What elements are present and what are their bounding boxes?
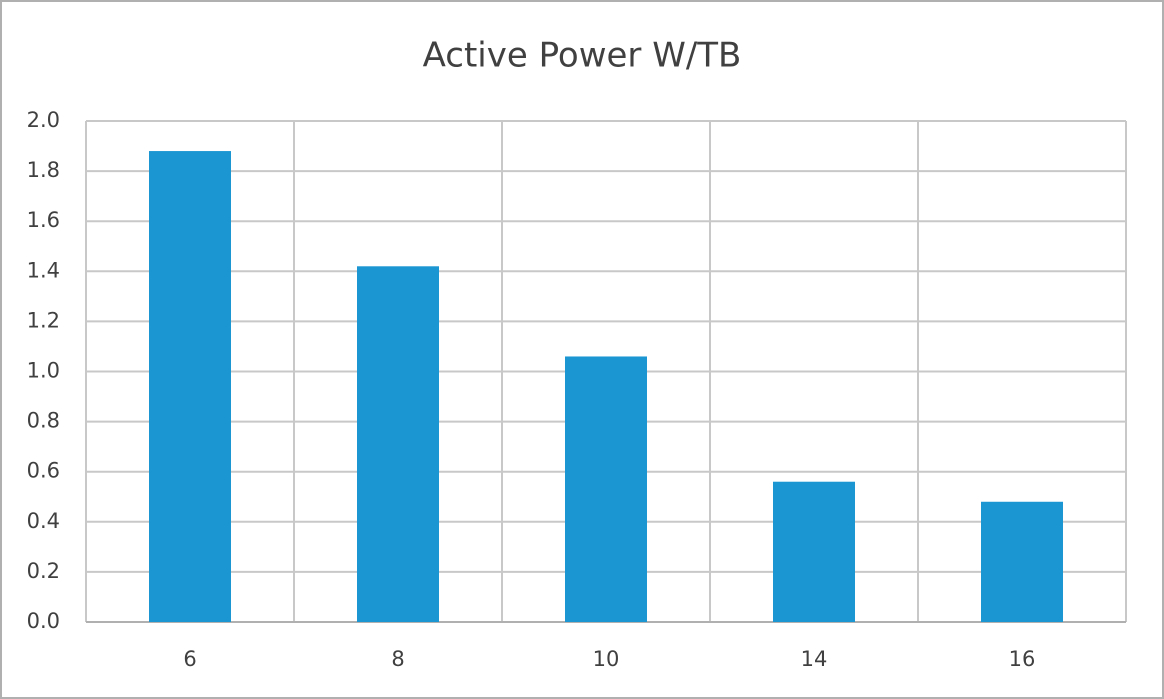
y-tick-label: 0.2 <box>27 559 60 583</box>
y-tick-label: 1.6 <box>27 208 60 232</box>
bar <box>149 151 231 622</box>
x-tick-label: 14 <box>801 647 828 671</box>
y-tick-label: 0.8 <box>27 409 60 433</box>
y-tick-label: 1.0 <box>27 359 60 383</box>
chart-title: Active Power W/TB <box>423 36 742 76</box>
y-tick-label: 2.0 <box>27 108 60 132</box>
bar <box>773 481 855 622</box>
y-tick-label: 1.8 <box>27 158 60 182</box>
x-tick-label: 16 <box>1009 647 1036 671</box>
y-tick-label: 0.6 <box>27 459 60 483</box>
x-tick-label: 10 <box>593 647 620 671</box>
bar <box>565 356 647 622</box>
y-tick-label: 0.0 <box>27 609 60 633</box>
y-tick-label: 0.4 <box>27 509 60 533</box>
bar <box>357 266 439 622</box>
x-tick-label: 8 <box>391 647 404 671</box>
y-tick-label: 1.4 <box>27 258 60 282</box>
x-tick-label: 6 <box>183 647 196 671</box>
y-tick-label: 1.2 <box>27 308 60 332</box>
bar <box>981 501 1063 622</box>
